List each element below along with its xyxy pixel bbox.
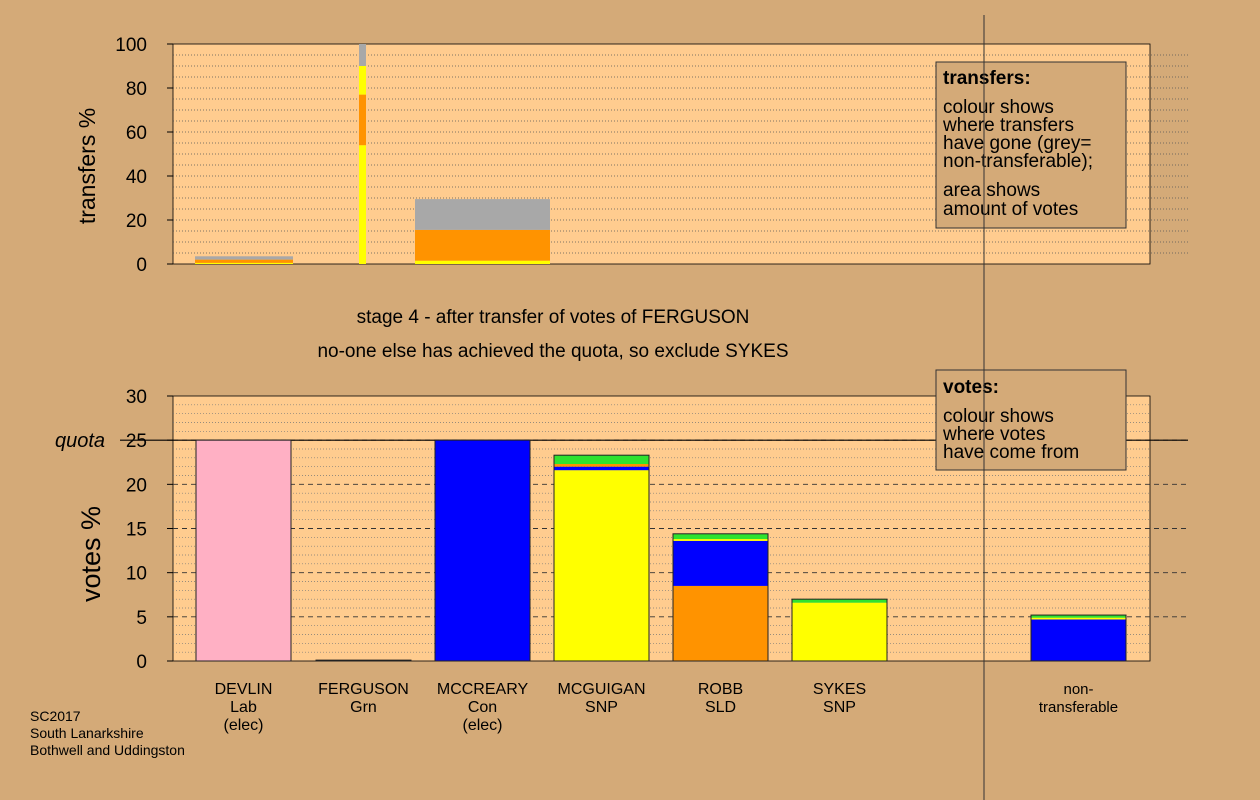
vote-bar-segment xyxy=(196,440,291,661)
transfers-legend-title: transfers: xyxy=(943,68,1031,89)
vote-bar-outline xyxy=(1030,614,1127,662)
votes-legend-title: votes: xyxy=(943,377,999,398)
vote-bar-4 xyxy=(553,454,650,662)
votes-legend-box xyxy=(935,369,1127,471)
candidate-party-label: SLD xyxy=(705,699,736,716)
transfers-y-tick-label: 40 xyxy=(126,167,147,188)
vote-bar-segment xyxy=(792,599,887,603)
transfers-legend-box xyxy=(935,61,1127,229)
votes-y-tick-label: 20 xyxy=(126,475,147,496)
footer-line: Bothwell and Uddingston xyxy=(30,742,185,758)
votes-legend-line: colour shows xyxy=(943,406,1054,427)
vote-bar-segment xyxy=(554,470,649,661)
footer-line: SC2017 xyxy=(30,708,81,724)
vote-bar-outline xyxy=(195,439,292,662)
footer-line: South Lanarkshire xyxy=(30,725,144,741)
votes-y-axis-label: votes % xyxy=(76,506,106,602)
stage-subtitle: no-one else has achieved the quota, so e… xyxy=(317,341,788,362)
candidate-party-label: Con xyxy=(468,699,497,716)
transfer-bar-segment xyxy=(415,260,550,264)
transfer-bar-segment xyxy=(359,145,366,264)
transfers-y-axis-label: transfers % xyxy=(74,108,100,224)
candidate-name-label: FERGUSON xyxy=(318,681,409,698)
votes-y-tick-label: 10 xyxy=(126,564,147,585)
votes-y-tick-label: 0 xyxy=(136,652,147,673)
transfers-legend-line: amount of votes xyxy=(943,199,1078,220)
candidate-name-label: MCCREARY xyxy=(437,681,529,698)
candidate-party-label: Lab xyxy=(230,699,257,716)
transfer-bar-segment xyxy=(359,66,366,95)
candidate-name-label: non- xyxy=(1063,681,1093,698)
vote-bar-2 xyxy=(315,659,412,662)
candidate-party-label: transferable xyxy=(1039,699,1118,716)
candidate-name-label: MCGUIGAN xyxy=(558,681,646,698)
candidate-name-label: SYKES xyxy=(813,681,866,698)
vote-bar-segment xyxy=(673,540,768,586)
votes-y-tick-label: 15 xyxy=(126,520,147,541)
vote-bar-segment xyxy=(1031,619,1126,661)
votes-y-tick-label: 5 xyxy=(136,608,147,629)
transfer-bar-segment xyxy=(195,259,293,263)
candidate-name-label: DEVLIN xyxy=(215,681,273,698)
transfer-bar-segment xyxy=(195,256,293,260)
candidate-party-label: SNP xyxy=(585,699,618,716)
votes-legend-line: have come from xyxy=(943,442,1079,463)
vote-bar-segment xyxy=(1031,615,1126,618)
vote-bar-segment xyxy=(554,466,649,471)
vote-bar-segment xyxy=(673,585,768,661)
vote-bar-segment xyxy=(435,440,530,661)
stage-title: stage 4 - after transfer of votes of FER… xyxy=(357,307,750,328)
candidate-elected-label: (elec) xyxy=(223,717,263,734)
transfer-bar-segment xyxy=(359,44,366,66)
transfers-legend-line: have gone (grey= xyxy=(943,133,1091,154)
vote-bar-segment xyxy=(673,533,768,540)
transfers-legend-line: where transfers xyxy=(942,115,1074,136)
vote-bar-segment xyxy=(1031,617,1126,620)
transfers-y-tick-label: 0 xyxy=(136,255,147,276)
vote-bar-1 xyxy=(195,439,292,662)
transfers-legend-line: colour shows xyxy=(943,97,1054,118)
vote-bar-outline xyxy=(791,598,888,662)
vote-bar-segment xyxy=(554,464,649,467)
candidate-name-label: ROBB xyxy=(698,681,743,698)
quota-label: quota xyxy=(55,430,105,452)
candidate-party-label: Grn xyxy=(350,699,377,716)
vote-bar-outline xyxy=(315,659,412,662)
votes-y-tick-label: 25 xyxy=(126,431,147,452)
votes-y-tick-label: 30 xyxy=(126,387,147,408)
transfer-bar-segment xyxy=(195,262,293,264)
vote-bar-5 xyxy=(672,533,769,662)
vote-bar-outline xyxy=(434,439,531,662)
candidate-party-label: SNP xyxy=(823,699,856,716)
transfer-bar-segment xyxy=(359,94,366,146)
vote-bar-3 xyxy=(434,439,531,662)
vote-bar-7 xyxy=(1030,614,1127,662)
vote-bar-segment xyxy=(673,539,768,541)
candidate-elected-label: (elec) xyxy=(462,717,502,734)
transfers-y-tick-label: 80 xyxy=(126,79,147,100)
transfers-legend-line: non-transferable); xyxy=(943,151,1093,172)
vote-bar-outline xyxy=(553,454,650,662)
transfer-bar-segment xyxy=(415,229,550,261)
transfer-bar-segment xyxy=(415,199,550,230)
vote-bar-6 xyxy=(791,598,888,662)
transfers-legend-line: area shows xyxy=(943,180,1040,201)
transfers-y-tick-label: 20 xyxy=(126,211,147,232)
vote-bar-outline xyxy=(672,533,769,662)
votes-legend-line: where votes xyxy=(942,424,1045,445)
vote-bar-segment xyxy=(554,455,649,465)
transfers-y-tick-label: 100 xyxy=(115,35,147,56)
transfers-y-tick-label: 60 xyxy=(126,123,147,144)
vote-bar-segment xyxy=(792,602,887,661)
